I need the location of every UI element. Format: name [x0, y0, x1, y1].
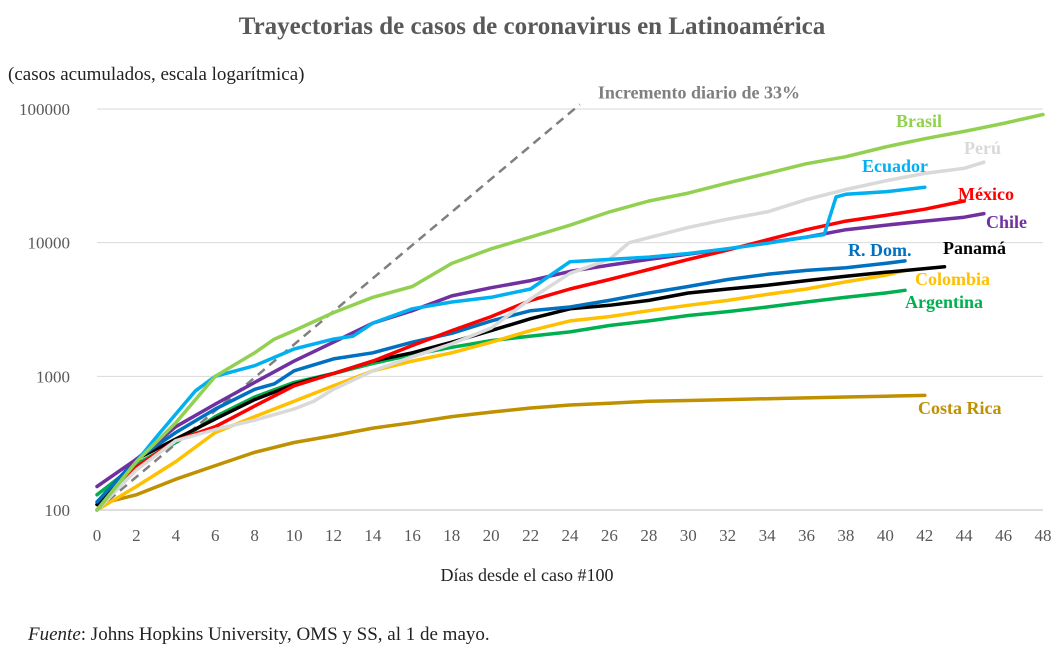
reference-line	[96, 103, 581, 511]
series-label-panam-: Panamá	[943, 238, 1006, 258]
series-line-per-	[95, 160, 986, 512]
x-tick-label: 30	[680, 526, 697, 545]
y-tick-label: 100	[45, 501, 71, 520]
series-label-costa-rica: Costa Rica	[918, 398, 1002, 418]
x-tick-label: 4	[172, 526, 181, 545]
x-axis-label: Días desde el caso #100	[441, 565, 614, 585]
source-label: Fuente	[28, 624, 81, 645]
x-tick-label: 34	[759, 526, 777, 545]
series-label-m-xico: México	[958, 184, 1014, 204]
x-tick-label: 6	[211, 526, 220, 545]
x-tick-label: 20	[483, 526, 500, 545]
y-tick-label: 1000	[36, 367, 70, 386]
series-line-costa-rica	[95, 393, 927, 507]
y-axis-ticks: 100 1000 10000 100000	[19, 100, 70, 520]
series-label-colombia: Colombia	[915, 269, 990, 289]
series-line-brasil	[95, 112, 1045, 512]
series-line-r-dom-	[95, 259, 907, 504]
x-tick-label: 16	[404, 526, 421, 545]
x-tick-label: 28	[640, 526, 657, 545]
x-tick-label: 46	[995, 526, 1012, 545]
reference-line-label: Incremento diario de 33%	[598, 82, 800, 102]
source-text: : Johns Hopkins University, OMS y SS, al…	[80, 624, 490, 645]
x-tick-label: 36	[798, 526, 815, 545]
series-label-brasil: Brasil	[896, 111, 942, 131]
y-tick-label: 10000	[28, 234, 71, 253]
x-axis-ticks: 0 2 4 6 8 10 12 14 16 18 20 22 24 26 28 30 32 34 36 38 40 42 4…	[93, 526, 1052, 545]
series-label-ecuador: Ecuador	[862, 156, 928, 176]
series-labels: Brasil Perú Ecuador México Chile R. Dom. Panam…	[848, 111, 1027, 418]
x-tick-label: 24	[562, 526, 580, 545]
x-tick-label: 14	[364, 526, 382, 545]
series-line-m-xico	[95, 199, 966, 512]
x-tick-label: 42	[916, 526, 933, 545]
x-tick-label: 22	[522, 526, 539, 545]
x-tick-label: 2	[132, 526, 141, 545]
x-tick-label: 26	[601, 526, 618, 545]
chart-title: Trayectorias de casos de coronavirus en …	[239, 13, 826, 40]
x-tick-label: 44	[956, 526, 974, 545]
x-tick-label: 0	[93, 526, 102, 545]
x-tick-label: 40	[877, 526, 894, 545]
x-tick-label: 32	[719, 526, 736, 545]
series-label-chile: Chile	[986, 212, 1027, 232]
series-line-argentina	[95, 288, 907, 497]
gridlines	[97, 108, 1043, 511]
x-tick-label: 10	[286, 526, 303, 545]
x-tick-label: 18	[443, 526, 460, 545]
x-tick-label: 48	[1035, 526, 1052, 545]
x-tick-label: 38	[837, 526, 854, 545]
x-tick-label: 8	[250, 526, 259, 545]
series-label-per-: Perú	[964, 138, 1001, 158]
x-tick-label: 12	[325, 526, 342, 545]
chart-subtitle: (casos acumulados, escala logarítmica)	[8, 64, 305, 85]
y-tick-label: 100000	[19, 100, 70, 119]
series-label-r-dom-: R. Dom.	[848, 240, 912, 260]
series-line-panam-	[95, 265, 947, 507]
source-note: Fuente: Johns Hopkins University, OMS y …	[28, 624, 490, 646]
series-lines	[95, 112, 1045, 512]
series-label-argentina: Argentina	[905, 292, 983, 312]
series-line-ecuador	[95, 185, 927, 512]
